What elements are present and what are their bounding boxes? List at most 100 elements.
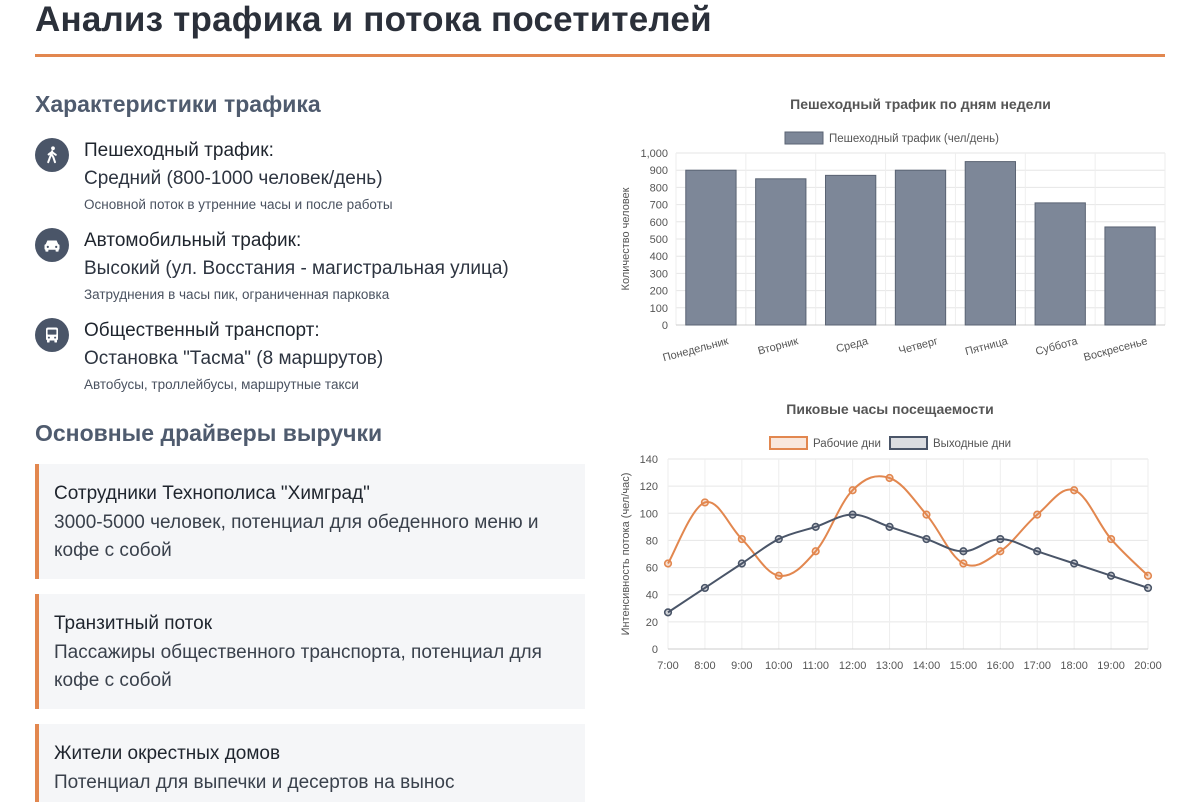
x-tick-label: Суббота xyxy=(1034,335,1080,358)
y-tick-label: 100 xyxy=(650,303,668,315)
y-tick-label: 800 xyxy=(650,182,668,194)
x-tick-label: Среда xyxy=(835,335,870,355)
driver-card: Транзитный поток Пассажиры общественного… xyxy=(35,594,585,709)
traffic-item-label: Автомобильный трафик: xyxy=(84,230,302,251)
data-point xyxy=(922,534,931,544)
data-point xyxy=(1143,583,1153,593)
x-tick-label: 12:00 xyxy=(839,660,867,672)
x-tick-label: 10:00 xyxy=(765,660,793,672)
x-tick-label: Понедельник xyxy=(662,335,730,364)
page-title: Анализ трафика и потока посетителей xyxy=(35,0,712,39)
x-tick-label: 19:00 xyxy=(1097,660,1125,672)
traffic-item-car: Автомобильный трафик: Высокий (ул. Восст… xyxy=(35,228,595,308)
driver-title: Транзитный поток xyxy=(54,613,213,634)
chart-title: Пиковые часы посещаемости xyxy=(786,401,993,417)
legend-label: Пешеходный трафик (чел/день) xyxy=(829,133,999,145)
y-tick-label: 120 xyxy=(640,481,658,493)
y-tick-label: 40 xyxy=(646,590,658,602)
traffic-item-label: Общественный транспорт: xyxy=(84,320,320,341)
y-axis-title: Интенсивность потока (чел/час) xyxy=(620,473,632,636)
data-point xyxy=(700,498,710,507)
legend-swatch xyxy=(889,436,928,450)
pedestrian-traffic-bar-chart: Пешеходный трафик по дням недели Пешеходн… xyxy=(620,96,1166,364)
data-point xyxy=(922,510,931,519)
y-tick-label: 0 xyxy=(652,644,658,656)
traffic-item-note: Затруднения в часы пик, ограниченная пар… xyxy=(84,287,390,302)
driver-text: Пассажиры общественного транспорта, поте… xyxy=(54,642,542,691)
bar xyxy=(1104,226,1156,326)
y-tick-label: 1,000 xyxy=(640,148,668,160)
data-point xyxy=(1106,571,1116,580)
data-point xyxy=(996,547,1005,556)
legend-swatch xyxy=(784,131,824,145)
data-point xyxy=(1143,571,1153,580)
driver-title: Сотрудники Технополиса "Химград" xyxy=(54,483,370,504)
data-point xyxy=(811,547,820,556)
data-point xyxy=(700,583,710,593)
bar xyxy=(894,169,947,326)
drivers-heading: Основные драйверы выручки xyxy=(35,420,383,446)
data-point xyxy=(663,608,673,617)
x-tick-label: 11:00 xyxy=(802,660,829,672)
traffic-item-note: Автобусы, троллейбусы, маршрутные такси xyxy=(84,377,359,392)
y-axis-title: Количество человек xyxy=(620,187,632,290)
data-point xyxy=(737,534,746,544)
traffic-item-value: Остановка "Тасма" (8 маршрутов) xyxy=(84,348,384,369)
traffic-item-note: Основной поток в утренние часы и после р… xyxy=(84,197,393,212)
data-point xyxy=(1070,486,1079,495)
x-tick-label: 9:00 xyxy=(731,660,752,672)
legend-label: Рабочие дни xyxy=(813,438,881,450)
peak-hours-line-chart: Пиковые часы посещаемости Рабочие дни Выхо… xyxy=(620,401,1162,672)
x-tick-label: 16:00 xyxy=(987,660,1015,672)
series-line-0 xyxy=(667,475,1149,577)
x-tick-label: 14:00 xyxy=(913,660,941,672)
y-tick-label: 600 xyxy=(650,217,668,229)
data-point xyxy=(774,571,783,580)
y-tick-label: 20 xyxy=(646,617,658,629)
traffic-item-transit: Общественный транспорт: Остановка "Тасма… xyxy=(35,318,595,398)
y-tick-label: 300 xyxy=(650,268,668,280)
y-tick-label: 100 xyxy=(640,508,658,520)
driver-card: Жители окрестных домов Потенциал для вып… xyxy=(35,724,585,802)
data-point xyxy=(959,547,968,556)
x-tick-label: 15:00 xyxy=(950,660,978,672)
y-tick-label: 200 xyxy=(650,286,668,298)
legend-swatch xyxy=(769,436,808,450)
bus-icon xyxy=(35,318,69,352)
data-point xyxy=(1033,547,1042,556)
bar xyxy=(685,169,737,326)
title-divider xyxy=(35,54,1165,57)
car-icon xyxy=(35,228,69,262)
bar xyxy=(964,161,1017,326)
x-tick-label: 20:00 xyxy=(1134,660,1162,672)
traffic-item-label: Пешеходный трафик: xyxy=(84,140,274,161)
driver-text: Потенциал для выпечки и десертов на выно… xyxy=(54,772,455,793)
x-tick-label: 17:00 xyxy=(1023,660,1051,672)
data-point xyxy=(848,486,857,495)
legend-label: Выходные дни xyxy=(933,438,1011,450)
data-point xyxy=(1033,510,1042,519)
x-tick-label: 8:00 xyxy=(694,660,715,672)
bar xyxy=(824,174,877,326)
chart-title: Пешеходный трафик по дням недели xyxy=(790,96,1051,112)
data-point xyxy=(1106,534,1116,544)
data-point xyxy=(848,510,857,519)
data-point xyxy=(774,534,783,544)
traffic-item-value: Высокий (ул. Восстания - магистральная у… xyxy=(84,258,509,279)
y-tick-label: 500 xyxy=(650,234,668,246)
y-tick-label: 400 xyxy=(650,251,668,263)
driver-card: Сотрудники Технополиса "Химград" 3000-50… xyxy=(35,464,585,579)
y-tick-label: 60 xyxy=(646,563,658,575)
y-tick-label: 0 xyxy=(662,320,668,332)
x-tick-label: Вторник xyxy=(757,335,800,357)
traffic-item-pedestrian: Пешеходный трафик: Средний (800-1000 чел… xyxy=(35,138,595,218)
data-point xyxy=(1070,559,1079,568)
bar xyxy=(755,178,807,326)
data-point xyxy=(959,559,968,568)
data-point xyxy=(885,473,894,483)
x-tick-label: 13:00 xyxy=(876,660,904,672)
bar xyxy=(1034,202,1086,326)
data-point xyxy=(663,559,673,568)
x-tick-label: 7:00 xyxy=(657,660,678,672)
y-tick-label: 900 xyxy=(650,165,668,177)
